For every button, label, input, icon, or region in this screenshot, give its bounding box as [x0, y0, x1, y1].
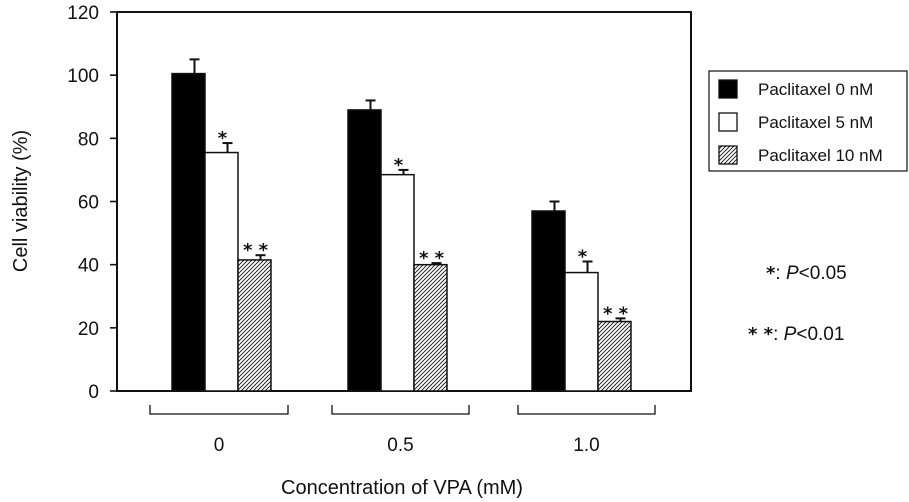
- bar: [204, 151, 239, 392]
- y-tick-label: 100: [67, 66, 99, 87]
- legend-box: [708, 70, 908, 172]
- legend-label: Paclitaxel 10 nM: [758, 146, 883, 165]
- bar: [564, 271, 599, 392]
- bar: [347, 109, 382, 392]
- legend: Paclitaxel 0 nM Paclitaxel 5 nM Paclitaxel…: [708, 70, 908, 172]
- legend-swatch: [718, 79, 738, 99]
- legend-label: Paclitaxel 5 nM: [758, 113, 873, 132]
- y-tick-label: 0: [88, 382, 99, 403]
- y-tick-label: 80: [78, 129, 99, 150]
- significance-marker: *: [218, 128, 228, 149]
- bar: [413, 263, 448, 392]
- y-axis-title: Cell viability (%): [10, 130, 32, 272]
- y-tick-label: 20: [78, 319, 99, 340]
- bar: [531, 210, 566, 392]
- y-tick-label: 60: [78, 193, 99, 214]
- significance-note: * *: P<0.01: [748, 324, 844, 345]
- significance-marker: * *: [243, 240, 269, 261]
- category-bracket: [149, 405, 289, 415]
- y-tick-label: 120: [67, 3, 99, 24]
- significance-marker: *: [394, 155, 404, 176]
- significance-marker: *: [578, 247, 588, 268]
- bar: [380, 173, 415, 392]
- legend-label: Paclitaxel 0 nM: [758, 80, 873, 99]
- significance-marker: * *: [419, 248, 445, 269]
- bar: [171, 72, 206, 392]
- x-tick-label: 0: [214, 435, 225, 456]
- bar: [597, 320, 632, 392]
- bar: [237, 259, 272, 392]
- significance-note: *: P<0.05: [766, 263, 847, 284]
- significance-notes: *: P<0.05 * *: P<0.01: [748, 263, 847, 345]
- legend-swatch: [718, 112, 738, 132]
- y-tick-label: 40: [78, 256, 99, 277]
- x-tick-label: 1.0: [573, 435, 599, 456]
- x-axis-title: Concentration of VPA (mM): [281, 477, 523, 499]
- category-bracket: [517, 405, 656, 415]
- significance-marker: * *: [603, 303, 629, 324]
- legend-swatch: [718, 145, 738, 165]
- category-bracket: [331, 405, 470, 415]
- x-tick-label: 0.5: [387, 435, 413, 456]
